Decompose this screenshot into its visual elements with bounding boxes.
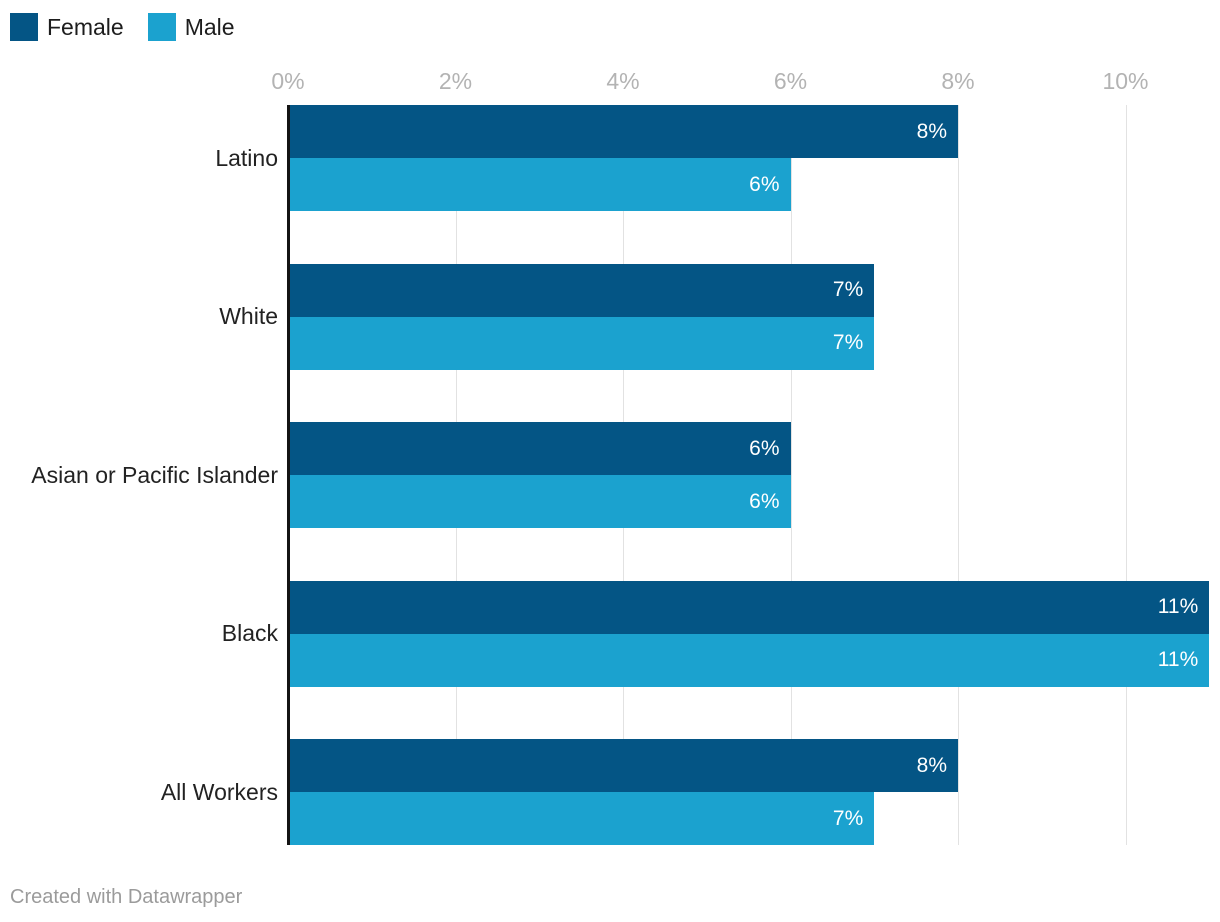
legend-item-male: Male	[147, 13, 235, 41]
bar-group: White 7% 7%	[219, 263, 1217, 370]
bar-female: 6%	[288, 422, 791, 475]
bar-group: Black 11% 11%	[222, 580, 1217, 687]
bar-value-label: 7%	[832, 806, 864, 830]
bar-male: 7%	[288, 792, 875, 845]
category-label: White	[219, 303, 278, 329]
x-tick-label: 10%	[1102, 68, 1149, 94]
plot-area: Latino 8% 6% White 7% 7% Asian or Pacific Isla…	[31, 105, 1217, 845]
x-tick-label: 4%	[606, 68, 640, 94]
bar-female: 7%	[288, 263, 875, 317]
category-label: Asian or Pacific Islander	[31, 461, 278, 488]
legend-item-female: Female	[10, 13, 124, 41]
bar-group: Latino 8% 6%	[215, 105, 1217, 211]
bar-value-label: 11%	[1157, 648, 1199, 671]
bar-male: 6%	[288, 475, 791, 528]
bar-female: 11%	[288, 580, 1210, 634]
bar-value-label: 7%	[832, 278, 864, 301]
gridline-6pct	[790, 105, 792, 845]
category-label: Black	[221, 620, 278, 646]
bar-male: 6%	[288, 158, 791, 211]
bar-value-label: 8%	[916, 753, 947, 777]
bar-value-label: 8%	[916, 119, 947, 143]
bar-male: 11%	[288, 633, 1210, 687]
bar-value-label: 11%	[1157, 595, 1199, 618]
bar-value-label: 6%	[749, 172, 780, 196]
legend-swatch-male	[147, 13, 176, 41]
bar-value-label: 6%	[749, 489, 780, 513]
x-tick-label: 6%	[773, 68, 808, 94]
bar-female: 8%	[288, 739, 958, 792]
x-tick-label: 2%	[438, 68, 473, 94]
bar-value-label: 7%	[832, 331, 864, 354]
bar-female: 8%	[288, 105, 958, 158]
category-label: All Workers	[160, 778, 278, 805]
legend: Female Male	[10, 13, 235, 41]
bar-value-label: 6%	[749, 436, 780, 460]
x-tick-label: 8%	[941, 68, 975, 94]
x-axis: 0% 2% 4% 6% 8% 10%	[0, 68, 1220, 98]
legend-swatch-female	[10, 13, 38, 41]
category-label: Latino	[215, 144, 278, 171]
bar-group: All Workers 8% 7%	[161, 739, 1217, 845]
datawrapper-attribution-link[interactable]: Created with Datawrapper	[10, 886, 243, 908]
gridline-10pct	[1125, 105, 1127, 845]
legend-label: Male	[184, 14, 235, 40]
gridline-8pct	[958, 105, 959, 845]
bar-group: Asian or Pacific Islander 6% 6%	[31, 422, 1217, 528]
x-tick-label: 0%	[271, 68, 305, 94]
y-axis-line	[287, 105, 290, 845]
bar-male: 7%	[288, 316, 875, 370]
legend-label: Female	[47, 14, 124, 40]
